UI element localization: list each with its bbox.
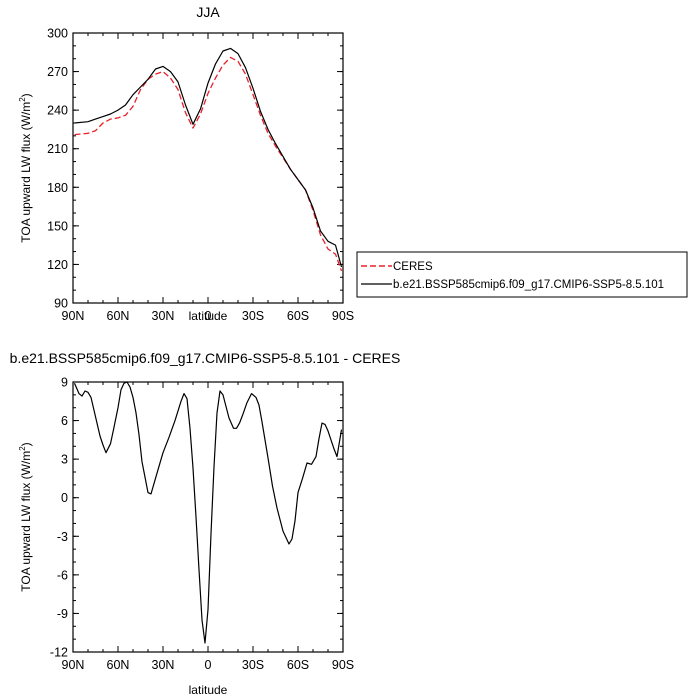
tick-marks-top bbox=[72, 32, 344, 304]
y-tick-label: 300 bbox=[47, 27, 68, 41]
y-tick-label: 270 bbox=[47, 65, 68, 79]
plot-frame-top bbox=[72, 32, 344, 304]
y-tick-label: 210 bbox=[47, 142, 68, 156]
y-axis-title-bottom: TOA upward LW flux (W/m2) bbox=[18, 442, 33, 591]
chart-title-jja: JJA bbox=[196, 4, 220, 20]
y-axis-title-top: TOA upward LW flux (W/m2) bbox=[18, 93, 33, 242]
chart-title-difference: b.e21.BSSP585cmip6.f09_g17.CMIP6-SSP5-8.… bbox=[10, 350, 401, 366]
legend-label-ceres: CERES bbox=[393, 261, 433, 273]
x-tick-label: 60N bbox=[107, 309, 130, 323]
y-tick-label: 90 bbox=[54, 297, 68, 311]
series-line-ceres bbox=[74, 56, 343, 272]
y-tick-label: -12 bbox=[50, 646, 68, 660]
x-tick-label: 90S bbox=[332, 658, 354, 672]
y-tick-label: 180 bbox=[47, 181, 68, 195]
x-axis-title-bottom: latitude bbox=[189, 683, 228, 697]
y-tick-label: 6 bbox=[61, 414, 68, 428]
x-tick-label: 90S bbox=[332, 309, 354, 323]
flux-comparison-panel: JJA 90N 60N 30N 0 30S 60S 90S 90 120 150 180 210 24… bbox=[18, 4, 688, 323]
x-tick-label: 30N bbox=[152, 658, 175, 672]
y-tick-label: 9 bbox=[61, 376, 68, 390]
series-line-difference bbox=[73, 381, 343, 644]
legend-box bbox=[356, 251, 688, 298]
flux-difference-panel: b.e21.BSSP585cmip6.f09_g17.CMIP6-SSP5-8.… bbox=[10, 350, 401, 697]
y-tick-label: 120 bbox=[47, 258, 68, 272]
tick-marks-bottom bbox=[72, 381, 344, 653]
y-tick-label: 150 bbox=[47, 219, 68, 233]
y-tick-label: 240 bbox=[47, 104, 68, 118]
x-tick-label: 30N bbox=[152, 309, 175, 323]
x-tick-label: 30S bbox=[242, 309, 264, 323]
series-lines-top bbox=[74, 47, 343, 272]
legend: CERES b.e21.BSSP585cmip6.f09_g17.CMIP6-S… bbox=[356, 251, 688, 298]
x-tick-label: 60N bbox=[107, 658, 130, 672]
y-tick-label: -6 bbox=[57, 568, 68, 582]
series-lines-bottom bbox=[73, 381, 343, 644]
x-tick-label: 90N bbox=[62, 658, 85, 672]
y-tick-labels-top: 90 120 150 180 210 240 270 300 bbox=[47, 27, 68, 311]
x-axis-title-top: latitude bbox=[189, 309, 228, 323]
x-tick-label: 0 bbox=[205, 309, 212, 323]
x-tick-label: 0 bbox=[205, 658, 212, 672]
y-tick-label: -3 bbox=[57, 530, 68, 544]
legend-label-model: b.e21.BSSP585cmip6.f09_g17.CMIP6-SSP5-8.… bbox=[393, 279, 664, 291]
x-tick-label: 60S bbox=[287, 658, 309, 672]
y-tick-label: -9 bbox=[57, 607, 68, 621]
x-tick-label: 30S bbox=[242, 658, 264, 672]
x-tick-labels-bottom: 90N 60N 30N 0 30S 60S 90S bbox=[62, 658, 355, 672]
y-tick-label: 3 bbox=[61, 453, 68, 467]
y-tick-labels-bottom: -12 -9 -6 -3 0 3 6 9 bbox=[50, 376, 68, 660]
y-tick-label: 0 bbox=[61, 491, 68, 505]
x-tick-label: 90N bbox=[62, 309, 85, 323]
series-line-b bbox=[74, 47, 343, 268]
x-tick-labels-top: 90N 60N 30N 0 30S 60S 90S bbox=[62, 309, 355, 323]
x-tick-label: 60S bbox=[287, 309, 309, 323]
